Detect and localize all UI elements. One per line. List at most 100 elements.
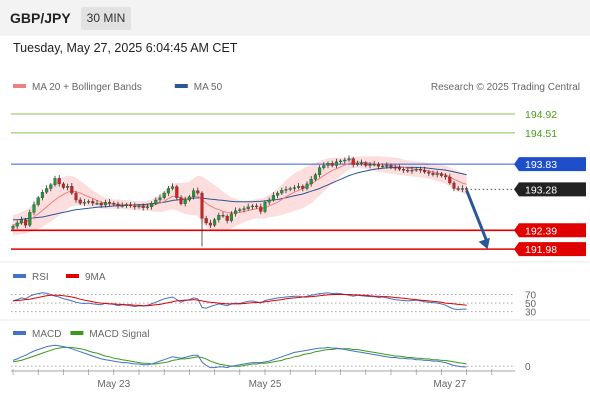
- candle-body: [120, 205, 124, 207]
- candle-body: [465, 188, 469, 190]
- candle-body: [330, 163, 334, 166]
- candle-body: [171, 186, 175, 189]
- candle-body: [276, 192, 280, 196]
- x-label-May-25: May 25: [249, 379, 282, 390]
- legend-label-0: MA 20 + Bollinger Bands: [32, 82, 142, 93]
- candle-body: [389, 165, 393, 168]
- candle-body: [234, 210, 238, 214]
- candle-body: [57, 178, 61, 185]
- price-tag-193.83: [514, 157, 586, 172]
- rsi-tick-70: 70: [525, 290, 537, 301]
- timeframe-button[interactable]: 30 MIN: [81, 7, 131, 30]
- candle-body: [246, 206, 250, 209]
- macd-legend-label-1: MACD Signal: [89, 329, 149, 340]
- candle-body: [322, 165, 326, 168]
- rsi-line: [12, 292, 467, 311]
- candle-body: [74, 192, 78, 201]
- chart-header: GBP/JPY 30 MIN: [0, 0, 590, 36]
- candle-body: [347, 158, 351, 161]
- candle-body: [444, 175, 448, 178]
- candle-body: [439, 173, 443, 176]
- candle-body: [158, 197, 162, 201]
- price-label-193.83: 193.83: [525, 159, 557, 171]
- timestamp: Tuesday, May 27, 2025 6:04:45 AM CET: [13, 41, 238, 55]
- candle-body: [45, 188, 49, 193]
- price-label-192.39: 192.39: [525, 225, 557, 237]
- price-tag-192.39: [514, 223, 586, 238]
- macd-signal-line: [12, 346, 467, 367]
- rsi-legend-swatch-1: [66, 274, 79, 278]
- macd-line: [12, 344, 467, 369]
- candle-body: [141, 205, 145, 208]
- candle-body: [355, 163, 359, 165]
- candle-body: [91, 201, 95, 204]
- candle-body: [116, 203, 120, 207]
- x-label-May-23: May 23: [97, 379, 130, 390]
- candle-body: [175, 186, 179, 198]
- candle-body: [49, 184, 53, 189]
- rsi-legend-swatch-0: [13, 274, 26, 278]
- candle-body: [103, 202, 107, 206]
- candle-body: [288, 188, 292, 190]
- candle-body: [351, 158, 355, 165]
- candle-body: [129, 204, 133, 207]
- candle-body: [204, 218, 208, 224]
- candle-body: [200, 192, 204, 219]
- candle-body: [166, 188, 170, 194]
- candle-body: [150, 203, 154, 208]
- candle-body: [36, 197, 40, 205]
- candle-body: [40, 192, 44, 198]
- candle-body: [418, 169, 422, 171]
- legend-swatch-1: [174, 84, 188, 88]
- candle-body: [213, 219, 217, 226]
- price-label-191.98: 191.98: [525, 244, 557, 256]
- candle-body: [70, 186, 74, 194]
- price-label-194.51: 194.51: [525, 128, 557, 140]
- candle-body: [414, 169, 418, 171]
- candle-body: [154, 199, 158, 204]
- candle-body: [19, 219, 23, 224]
- candle-body: [208, 222, 212, 226]
- candle-body: [339, 160, 343, 163]
- candle-body: [112, 203, 116, 205]
- candle-body: [53, 178, 57, 185]
- legend-label-1: MA 50: [194, 82, 223, 93]
- copyright-text: Research © 2025 Trading Central: [431, 82, 580, 93]
- candle-body: [343, 159, 347, 162]
- price-tag-191.98: [514, 242, 586, 257]
- candle-body: [61, 183, 65, 188]
- legend-swatch-0: [13, 84, 26, 88]
- candle-body: [423, 169, 427, 173]
- candle-body: [255, 205, 259, 208]
- candle-body: [15, 222, 19, 227]
- candle-body: [133, 205, 137, 208]
- candle-body: [137, 205, 141, 208]
- candle-body: [145, 206, 149, 209]
- candle-body: [11, 226, 15, 229]
- candle-body: [225, 215, 229, 221]
- candle-body: [28, 212, 32, 226]
- rsi-ma-line: [12, 294, 467, 307]
- candle-body: [78, 199, 82, 204]
- candle-body: [284, 189, 288, 191]
- candle-body: [179, 197, 183, 204]
- candle-body: [301, 186, 305, 189]
- candle-body: [124, 204, 128, 206]
- candle-body: [376, 163, 380, 167]
- candle-body: [263, 202, 267, 212]
- rsi-legend-label-0: RSI: [32, 272, 49, 283]
- price-label-193.28: 193.28: [525, 184, 557, 196]
- candle-body: [402, 169, 406, 171]
- candle-body: [192, 190, 196, 197]
- candle-body: [66, 186, 70, 188]
- candle-body: [183, 199, 187, 204]
- price-tag-193.28: [514, 182, 586, 197]
- candle-body: [427, 171, 431, 174]
- candle-body: [267, 199, 271, 203]
- candle-body: [242, 208, 246, 210]
- candle-body: [460, 188, 464, 190]
- candle-body: [360, 162, 364, 164]
- candle-body: [87, 201, 91, 203]
- candle-body: [221, 214, 225, 217]
- candle-body: [372, 163, 376, 166]
